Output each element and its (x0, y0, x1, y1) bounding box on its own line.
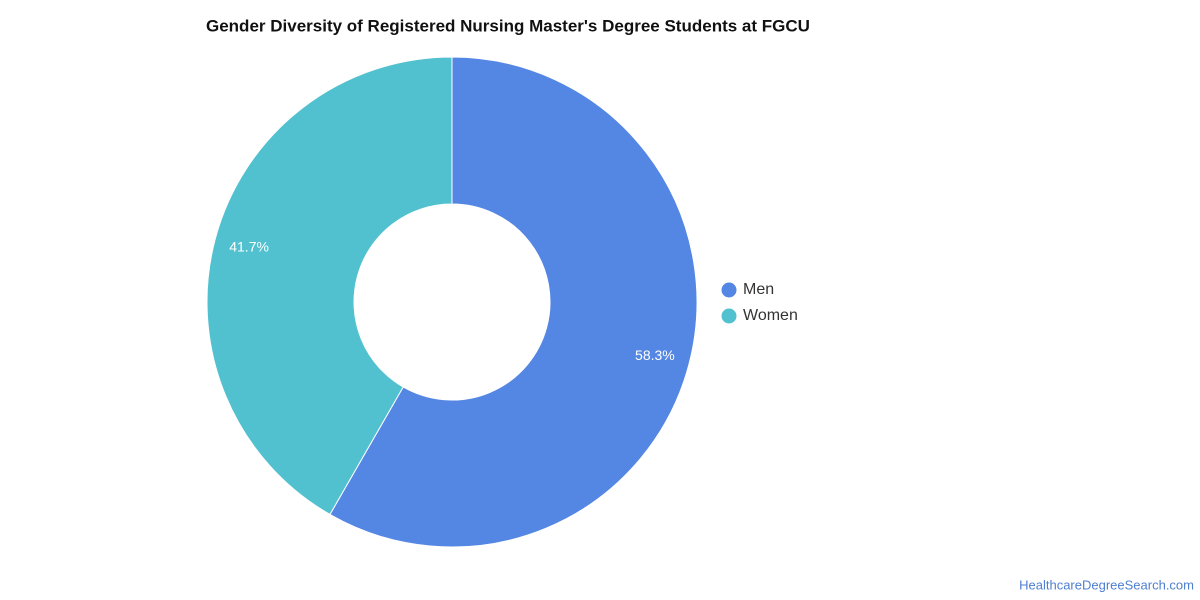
legend-marker (721, 308, 737, 324)
source-link[interactable]: HealthcareDegreeSearch.com (1019, 577, 1194, 592)
chart-title: Gender Diversity of Registered Nursing M… (206, 16, 810, 35)
value-label: 58.3% (635, 347, 675, 363)
legend-label: Men (743, 281, 774, 298)
legend-label: Women (743, 307, 798, 324)
donut-segment (206, 56, 453, 516)
value-label: 41.7% (229, 239, 269, 255)
legend-marker (721, 282, 737, 298)
donut-segment (329, 56, 698, 548)
